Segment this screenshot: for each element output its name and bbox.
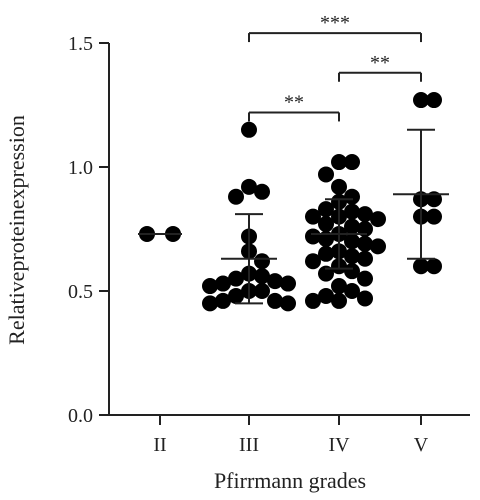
data-point (344, 233, 360, 250)
data-point (344, 218, 360, 235)
data-point (357, 270, 373, 287)
sig-label: ** (370, 52, 390, 74)
data-point (344, 283, 360, 299)
y-axis-label: Relativeproteinexpression (4, 115, 29, 345)
y-tick-label: 0.0 (68, 405, 93, 427)
data-point (267, 273, 283, 290)
data-point (318, 245, 334, 262)
data-point (344, 188, 360, 205)
data-point (202, 278, 218, 295)
sig-label: *** (320, 12, 350, 34)
y-tick-label: 1.5 (68, 33, 93, 55)
y-ticks: 0.0 0.5 1.0 1.5 (68, 33, 109, 427)
y-tick-label: 0.5 (68, 281, 93, 303)
x-tick-label: II (153, 434, 166, 456)
data-point (228, 270, 244, 287)
x-axis-label: Pfirrmann grades (214, 468, 366, 493)
data-point (331, 278, 347, 295)
data-point (357, 206, 373, 223)
data-point (318, 216, 334, 233)
data-point (370, 238, 386, 255)
data-point (280, 275, 296, 292)
data-point (426, 258, 442, 275)
data-point (426, 92, 442, 109)
data-point (357, 235, 373, 252)
data-point (331, 178, 347, 195)
data-point (305, 292, 321, 309)
data-point (280, 295, 296, 312)
data-point (357, 250, 373, 267)
data-point (413, 258, 429, 275)
data-point (215, 275, 231, 292)
y-tick-label: 1.0 (68, 157, 93, 179)
data-point (331, 154, 347, 171)
data-point (254, 283, 270, 299)
x-tick-label: IV (328, 434, 350, 456)
data-point (254, 183, 270, 200)
data-point (344, 263, 360, 280)
data-point (344, 154, 360, 171)
data-point (305, 253, 321, 270)
data-point (215, 292, 231, 309)
sig-label: ** (284, 91, 304, 113)
data-point (426, 208, 442, 225)
data-point (267, 292, 283, 309)
data-point (228, 188, 244, 205)
x-tick-label: III (239, 434, 259, 456)
data-point (370, 211, 386, 228)
x-tick-label: V (414, 434, 429, 456)
significance-brackets: ******* (248, 12, 422, 122)
data-point (305, 208, 321, 225)
data-point (344, 248, 360, 265)
data-point (254, 268, 270, 285)
data-point (344, 203, 360, 220)
data-points (139, 92, 442, 312)
x-ticks: II III IV V (153, 415, 429, 456)
data-point (305, 228, 321, 245)
data-point (413, 92, 429, 109)
data-point (331, 292, 347, 309)
data-point (228, 287, 244, 304)
data-point (318, 287, 334, 304)
data-point (318, 166, 334, 183)
data-point (241, 178, 257, 195)
data-point (357, 290, 373, 307)
data-point (254, 253, 270, 270)
data-point (241, 121, 257, 138)
mean-sd-bars (138, 128, 449, 305)
data-point (318, 201, 334, 218)
data-point (202, 295, 218, 312)
